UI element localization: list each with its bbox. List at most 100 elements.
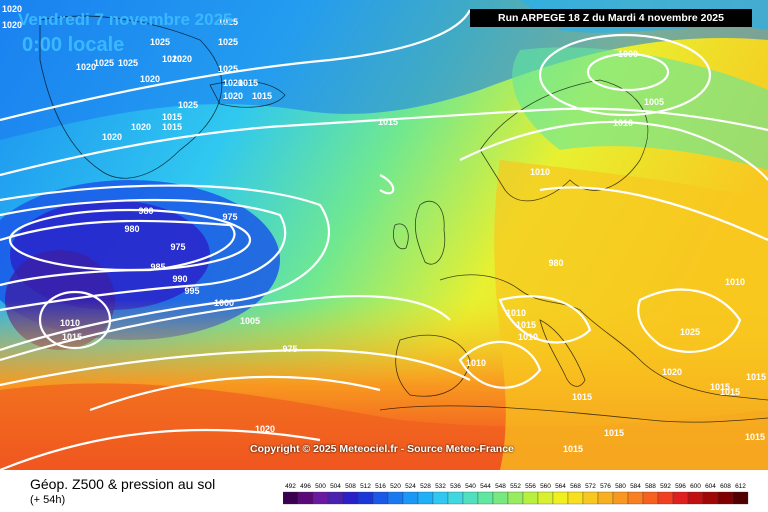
pressure-label: 1000 [618,49,638,59]
scale-swatch [417,491,434,505]
pressure-label: 1020 [131,122,151,132]
isobar-small [379,174,395,195]
britain-coast [414,200,446,265]
pressure-label: 1015 [604,428,624,438]
isobar-985 [0,219,236,287]
scale-swatch [492,491,509,505]
pressure-label: 1025 [94,58,114,68]
scale-swatch [687,491,704,505]
scale-label: 536 [450,483,461,490]
pressure-label: 1015 [162,122,182,132]
scale-swatch [582,491,599,505]
pressure-label: 1020 [162,54,182,64]
scale-swatch [567,491,584,505]
scale-swatch [717,491,734,505]
scale-label: 524 [405,483,416,490]
scale-swatch [432,491,449,505]
pressure-label: 975 [282,344,297,354]
scale-label: 508 [345,483,356,490]
isobar-1010-med [458,340,542,389]
run-info: Run ARPEGE 18 Z du Mardi 4 novembre 2025 [470,9,752,27]
forecast-date: Vendredi 7 novembre 2025 [18,10,233,29]
scale-swatch [462,491,479,505]
iberia-coast [395,334,471,397]
scale-swatch [342,491,359,505]
scale-swatch [447,491,464,505]
pressure-label: 1025 [118,58,138,68]
pressure-label: 1020 [172,54,192,64]
isobar-1020-east [637,288,742,353]
scandinavia-coast [479,79,649,202]
scale-label: 588 [645,483,656,490]
pressure-label: 1015 [162,112,182,122]
scale-swatch [283,491,299,505]
pressure-label: 1010 [506,308,526,318]
iceland-coast [209,80,286,108]
pressure-label: 1025 [178,100,198,110]
isobar-1010 [0,348,471,387]
scale-label: 556 [525,483,536,490]
scale-swatch [642,491,659,505]
scale-label: 496 [300,483,311,490]
pressure-label: 975 [170,242,185,252]
pressure-label: 1020 [140,74,160,84]
scale-swatch [477,491,494,505]
scale-swatch [297,491,314,505]
scale-swatch [702,491,719,505]
greenland-coast [39,15,223,179]
pressure-label: 1020 [2,20,22,30]
pressure-label: 1015 [563,444,583,454]
scale-swatch [387,491,404,505]
scale-swatch [552,491,569,505]
scale-label: 516 [375,483,386,490]
scale-label: 576 [600,483,611,490]
scale-label: 512 [360,483,371,490]
pressure-label: 1015 [378,117,398,127]
pressure-label: 1005 [240,316,260,326]
legend-title: Géop. Z500 & pression au sol [30,476,216,492]
pressure-label: 995 [184,286,199,296]
scale-swatch [657,491,674,505]
pressure-label: 980 [124,224,139,234]
pressure-label: 1015 [516,320,536,330]
scale-label: 520 [390,483,401,490]
pressure-label: 1015 [238,78,258,88]
pressure-label: 980 [548,258,563,268]
pressure-label: 975 [222,212,237,222]
isobar-1015-east [539,186,768,242]
isobar-1005 [538,33,712,117]
scale-label: 564 [555,483,566,490]
pressure-label: 980 [138,206,153,216]
ireland-coast [393,223,409,250]
copyright-text: Copyright © 2025 Meteociel.fr - Source M… [250,443,514,455]
scale-label: 504 [330,483,341,490]
scale-label: 560 [540,483,551,490]
pressure-label: 1015 [572,392,592,402]
pressure-label: 1010 [530,167,550,177]
pressure-label: 1010 [518,332,538,342]
color-scale: 492 496 500 504 508 512 516 520 524 528 532 536 540 5… [283,483,749,505]
scale-label: 540 [465,483,476,490]
isobar-995 [0,184,331,352]
scale-label: 548 [495,483,506,490]
isobar-1000 [586,52,670,92]
scale-swatch [627,491,644,505]
pressure-label: 1020 [662,367,682,377]
africa-coast [379,405,768,423]
pressure-label: 1025 [680,327,700,337]
pressure-label: 1020 [255,424,275,434]
scale-swatch [402,491,419,505]
scale-swatch [522,491,539,505]
scale-label: 552 [510,483,521,490]
pressure-label: 1010 [613,118,633,128]
scale-label: 600 [690,483,701,490]
scale-swatch [672,491,689,505]
pressure-label: 1020 [102,132,122,142]
isobar-1020 [0,9,471,122]
scale-label: 568 [570,483,581,490]
legend-subtitle: (+ 54h) [30,494,66,506]
isobar-990 [0,198,287,312]
scale-label: 580 [615,483,626,490]
scale-label: 500 [315,483,326,490]
scale-swatch [372,491,389,505]
